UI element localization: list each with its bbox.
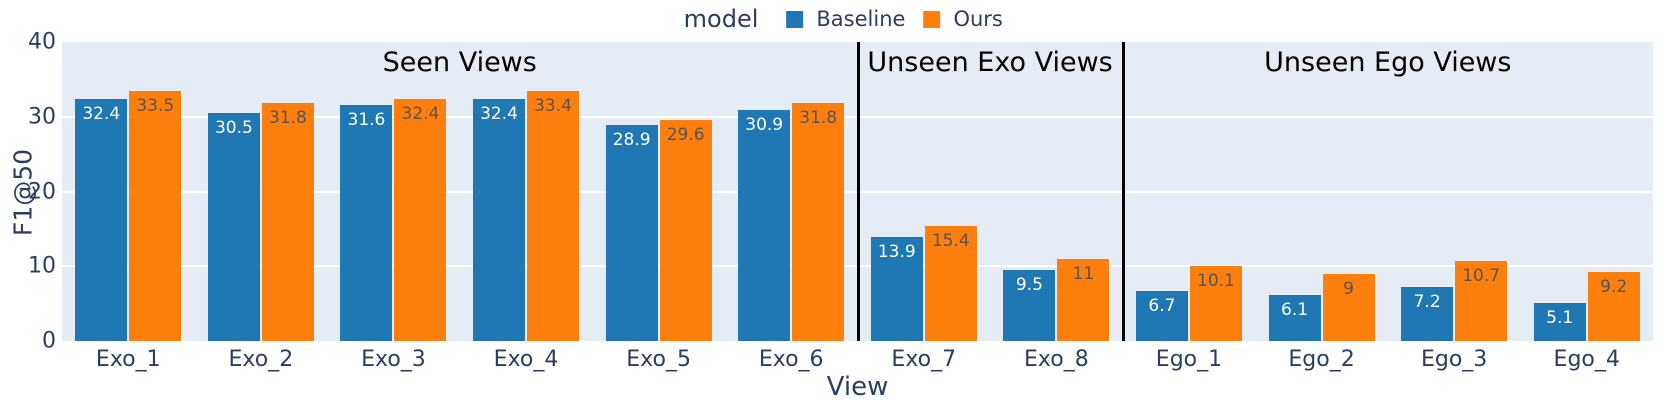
x-tick-Ego_4: Ego_4 (1553, 347, 1620, 372)
bar-value-label: 33.4 (534, 96, 572, 117)
bar-value-label: 32.4 (480, 103, 518, 124)
bar-value-label: 11 (1072, 263, 1095, 284)
bar-value-label: 9.2 (1600, 277, 1628, 298)
bar-value-label: 30.5 (214, 118, 253, 139)
bar-value-label: 31.6 (347, 109, 386, 130)
bar-value-label: 6.1 (1281, 300, 1309, 321)
bar-baseline-Exo_6[interactable]: 30.9 (738, 110, 791, 341)
bar-baseline-Exo_7[interactable]: 13.9 (870, 237, 923, 341)
bar-ours-Exo_6[interactable]: 31.8 (792, 103, 845, 341)
bar-value-label: 30.9 (745, 115, 784, 136)
section-title: Unseen Ego Views (1264, 47, 1512, 78)
legend-item-baseline[interactable]: Baseline (786, 7, 905, 31)
bar-ours-Ego_1[interactable]: 10.1 (1189, 265, 1242, 341)
x-axis-title: View (826, 372, 889, 402)
bar-value-label: 31.8 (268, 108, 307, 129)
bar-ours-Ego_2[interactable]: 9 (1322, 273, 1375, 341)
bar-ours-Ego_4[interactable]: 9.2 (1587, 272, 1640, 341)
legend-item-ours[interactable]: Ours (923, 7, 1003, 31)
ours-swatch-icon (923, 10, 941, 28)
bar-ours-Exo_1[interactable]: 33.5 (129, 90, 182, 341)
section-divider-1 (856, 42, 860, 341)
bar-value-label: 32.4 (401, 103, 440, 124)
bar-value-label: 15.4 (931, 230, 970, 251)
section-divider-2 (1121, 42, 1125, 341)
bar-ours-Exo_2[interactable]: 31.8 (261, 103, 314, 341)
bar-baseline-Ego_4[interactable]: 5.1 (1533, 302, 1586, 341)
y-tick-0: 0 (42, 328, 56, 354)
legend-label-baseline: Baseline (816, 7, 906, 31)
x-tick-Ego_2: Ego_2 (1288, 347, 1355, 372)
bar-value-label: 6.7 (1148, 295, 1176, 316)
bar-ours-Exo_7[interactable]: 15.4 (924, 225, 977, 341)
bar-value-label: 10.1 (1197, 270, 1235, 291)
bar-baseline-Exo_8[interactable]: 9.5 (1003, 270, 1056, 341)
bar-value-label: 31.8 (799, 108, 838, 129)
x-tick-Ego_3: Ego_3 (1420, 347, 1488, 372)
legend: model Baseline Ours (684, 5, 1003, 33)
bar-baseline-Exo_4[interactable]: 32.4 (473, 98, 526, 341)
bar-ours-Exo_3[interactable]: 32.4 (394, 98, 447, 341)
y-tick-30: 30 (28, 104, 56, 130)
bar-ours-Exo_5[interactable]: 29.6 (659, 119, 712, 341)
bar-baseline-Ego_1[interactable]: 6.7 (1135, 290, 1188, 341)
x-tick-Exo_4: Exo_4 (493, 347, 559, 372)
bar-value-label: 29.6 (666, 124, 705, 145)
legend-title: model (683, 5, 759, 33)
y-tick-20: 20 (28, 179, 56, 204)
section-title: Seen Views (382, 47, 537, 78)
x-tick-Exo_8: Exo_8 (1024, 347, 1089, 372)
x-tick-Exo_1: Exo_1 (95, 347, 161, 372)
legend-label-ours: Ours (953, 7, 1003, 31)
baseline-swatch-icon (786, 10, 804, 28)
bar-value-label: 5.1 (1546, 307, 1574, 328)
bar-baseline-Exo_1[interactable]: 32.4 (75, 98, 128, 341)
bar-baseline-Exo_3[interactable]: 31.6 (340, 104, 393, 341)
bar-value-label: 28.9 (612, 129, 651, 150)
bar-value-label: 9.5 (1015, 275, 1043, 295)
bar-ours-Ego_3[interactable]: 10.7 (1455, 261, 1508, 341)
x-tick-Exo_2: Exo_2 (228, 347, 294, 372)
bar-ours-Exo_8[interactable]: 11 (1057, 258, 1110, 341)
bar-baseline-Ego_2[interactable]: 6.1 (1268, 295, 1321, 341)
y-tick-40: 40 (28, 29, 56, 55)
bar-value-label: 10.7 (1462, 266, 1501, 287)
section-title: Unseen Exo Views (867, 47, 1113, 78)
bar-baseline-Exo_5[interactable]: 28.9 (605, 124, 658, 341)
y-tick-10: 10 (28, 253, 56, 279)
bar-baseline-Ego_3[interactable]: 7.2 (1401, 287, 1454, 341)
plot-area: Seen Views Unseen Exo Views Unseen Ego Vie… (62, 42, 1653, 341)
bar-value-label: 7.2 (1413, 292, 1441, 313)
x-tick-Ego_1: Ego_1 (1155, 347, 1223, 372)
x-tick-Exo_7: Exo_7 (891, 347, 957, 372)
bar-value-label: 13.9 (877, 242, 916, 263)
bar-value-label: 9 (1343, 278, 1354, 299)
x-tick-Exo_5: Exo_5 (626, 347, 691, 372)
bar-value-label: 32.4 (82, 103, 121, 124)
x-tick-Exo_3: Exo_3 (361, 347, 426, 372)
bar-value-label: 33.5 (136, 95, 175, 116)
x-tick-Exo_6: Exo_6 (758, 347, 824, 372)
bar-baseline-Exo_2[interactable]: 30.5 (207, 113, 260, 341)
bar-ours-Exo_4[interactable]: 33.4 (527, 91, 580, 341)
